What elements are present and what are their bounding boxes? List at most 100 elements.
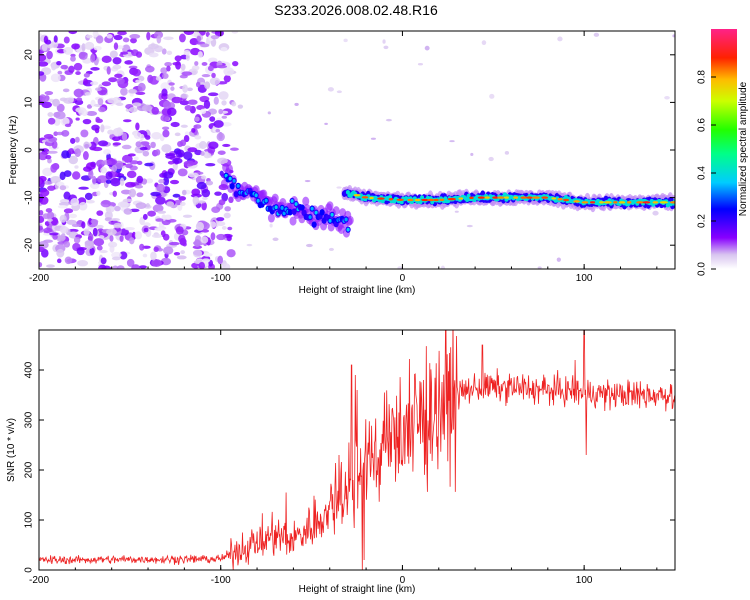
- noise-blob: [162, 129, 170, 138]
- noise-blob: [83, 72, 90, 78]
- noise-blob: [50, 217, 59, 226]
- noise-blob: [148, 43, 159, 50]
- noise-blob: [172, 157, 183, 164]
- noise-blob: [163, 171, 174, 179]
- desc-trace-halo: [279, 198, 287, 208]
- noise-blob: [200, 151, 205, 156]
- noise-blob: [113, 34, 123, 41]
- speckle: [382, 39, 386, 44]
- noise-blob: [122, 198, 133, 203]
- noise-blob: [54, 111, 66, 120]
- noise-blob: [157, 210, 167, 214]
- noise-blob: [223, 74, 231, 83]
- noise-blob: [109, 235, 114, 242]
- noise-blob: [108, 241, 118, 248]
- noise-blob: [73, 88, 84, 98]
- noise-blob: [97, 98, 104, 106]
- noise-blob: [131, 264, 140, 269]
- noise-blob: [61, 130, 70, 137]
- noise-blob: [201, 258, 211, 263]
- noise-blob: [99, 250, 108, 254]
- speckle: [385, 118, 392, 122]
- speckle: [417, 63, 424, 66]
- noise-blob: [107, 129, 114, 135]
- noise-blob: [161, 88, 168, 97]
- noise-blob: [169, 179, 180, 185]
- noise-blob: [168, 82, 175, 86]
- noise-blob: [194, 61, 199, 66]
- noise-blob: [71, 223, 81, 228]
- desc-trace-halo: [302, 196, 310, 206]
- noise-blob: [112, 127, 124, 137]
- noise-blob: [89, 247, 95, 256]
- noise-blob: [63, 170, 72, 177]
- noise-blob: [56, 61, 62, 66]
- noise-blob: [83, 228, 90, 237]
- noise-blob: [126, 258, 135, 267]
- noise-blob: [97, 140, 109, 147]
- main-trace-peak: [636, 201, 644, 204]
- desc-trace-halo: [289, 216, 297, 226]
- noise-blob: [224, 206, 232, 212]
- main-trace-peak: [377, 197, 385, 200]
- noise-blob: [223, 212, 231, 219]
- noise-blob: [39, 71, 45, 76]
- main-trace-mid: [418, 199, 423, 205]
- noise-blob: [100, 199, 112, 208]
- noise-blob: [111, 251, 122, 259]
- noise-blob: [136, 175, 144, 184]
- main-trace-peak: [503, 196, 509, 199]
- noise-blob: [68, 213, 78, 219]
- noise-blob: [207, 65, 214, 72]
- noise-blob: [127, 153, 136, 157]
- x-tick-label: 0: [400, 273, 406, 284]
- noise-blob: [74, 99, 84, 106]
- noise-blob: [194, 116, 200, 122]
- desc-trace-halo: [332, 206, 340, 216]
- noise-blob: [195, 81, 201, 88]
- speckle: [440, 265, 446, 269]
- main-trace-peak: [613, 201, 618, 204]
- noise-blob: [44, 90, 54, 96]
- y-tick-label: 400: [24, 361, 35, 378]
- noise-blob: [50, 175, 62, 184]
- noise-blob: [182, 84, 188, 93]
- noise-blob: [135, 141, 142, 148]
- noise-blob: [218, 91, 229, 100]
- noise-blob: [222, 263, 231, 269]
- noise-blob: [201, 73, 211, 78]
- speckle: [466, 224, 473, 228]
- noise-blob: [213, 120, 224, 128]
- noise-blob: [70, 198, 80, 207]
- desc-trace-halo: [225, 164, 233, 174]
- noise-blob: [179, 100, 190, 106]
- noise-blob: [145, 203, 151, 208]
- noise-blob: [172, 62, 181, 66]
- noise-blob: [178, 196, 187, 201]
- noise-blob: [182, 242, 187, 247]
- noise-blob: [123, 119, 132, 123]
- noise-blob: [200, 82, 205, 86]
- speckle: [454, 210, 459, 213]
- noise-blob: [113, 222, 122, 229]
- noise-blob: [70, 137, 76, 144]
- noise-blob: [218, 108, 224, 115]
- noise-blob: [181, 189, 187, 196]
- desc-trace-halo: [271, 193, 279, 203]
- noise-blob: [151, 132, 162, 140]
- noise-blob: [211, 206, 221, 214]
- noise-blob: [223, 67, 235, 76]
- noise-blob: [70, 55, 76, 62]
- noise-blob: [200, 43, 210, 48]
- noise-blob: [105, 171, 113, 180]
- main-trace-peak: [626, 201, 632, 204]
- noise-blob: [113, 42, 119, 51]
- speckle: [672, 34, 675, 38]
- main-trace-peak: [497, 196, 505, 199]
- noise-blob: [59, 171, 66, 181]
- noise-blob: [61, 150, 70, 159]
- noise-blob: [41, 248, 49, 258]
- noise-blob: [132, 68, 142, 77]
- noise-blob: [56, 181, 65, 187]
- speckle: [269, 223, 273, 228]
